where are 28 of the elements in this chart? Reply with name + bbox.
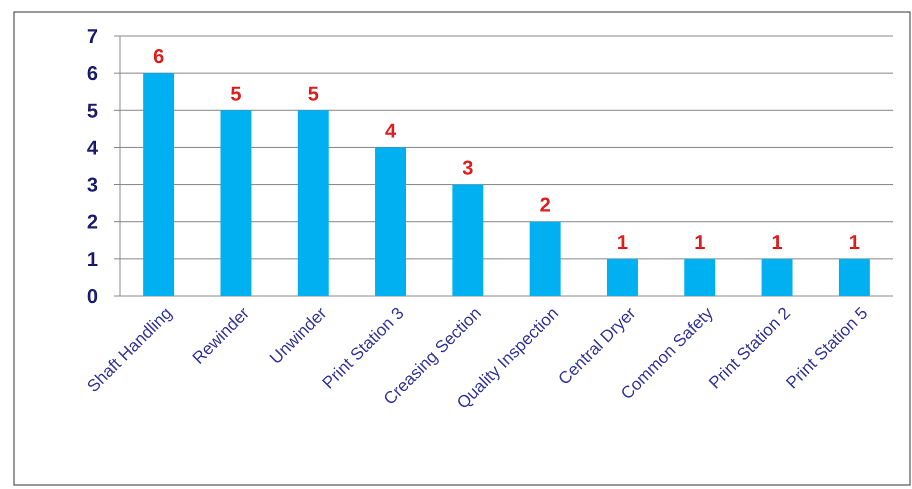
y-tick-label: 3 (86, 174, 98, 197)
y-tick-label: 5 (86, 100, 98, 122)
data-label: 2 (540, 194, 551, 217)
bar (375, 147, 406, 296)
bar (143, 73, 174, 296)
data-label: 5 (230, 83, 242, 106)
y-tick-label: 6 (86, 63, 98, 86)
bar (220, 110, 252, 296)
data-label: 1 (616, 232, 628, 254)
bar (838, 258, 870, 296)
data-label: 1 (848, 232, 860, 254)
bar (298, 110, 329, 296)
y-tick-label: 0 (86, 286, 98, 308)
bar (684, 258, 716, 296)
y-tick-label: 1 (86, 248, 98, 271)
data-label: 1 (771, 232, 783, 254)
data-label: 3 (462, 158, 474, 180)
y-tick-label: 2 (86, 212, 98, 234)
bar (452, 184, 484, 296)
y-tick-label: 7 (86, 26, 98, 48)
y-tick-label: 4 (86, 137, 99, 160)
bar (530, 222, 561, 296)
data-label: 1 (694, 232, 706, 254)
bar (606, 258, 638, 296)
data-label: 6 (153, 46, 164, 68)
bar (762, 258, 793, 296)
data-label: 4 (384, 120, 397, 142)
data-label: 5 (308, 83, 319, 106)
